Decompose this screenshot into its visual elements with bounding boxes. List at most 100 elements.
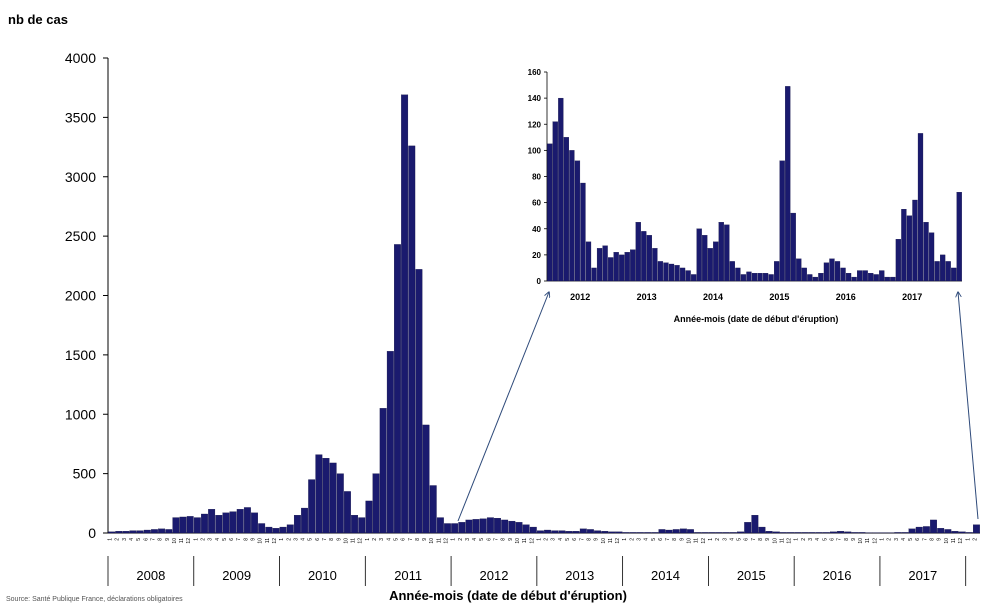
bar bbox=[408, 146, 415, 533]
month-tick-label: 4 bbox=[301, 538, 307, 541]
bar bbox=[151, 529, 158, 533]
month-tick-label: 12 bbox=[701, 538, 707, 544]
month-tick-label: 10 bbox=[772, 538, 778, 544]
month-tick-label: 5 bbox=[737, 538, 743, 541]
bar bbox=[630, 532, 637, 533]
connector-arrow-2011 bbox=[458, 292, 549, 521]
bar bbox=[859, 532, 866, 533]
bar bbox=[973, 525, 980, 533]
month-tick-label: 9 bbox=[251, 538, 257, 541]
bar bbox=[945, 529, 952, 533]
inset-bar bbox=[758, 273, 763, 281]
inset-bar bbox=[913, 200, 918, 281]
inset-bar bbox=[724, 225, 729, 281]
year-label: 2012 bbox=[480, 568, 509, 583]
month-tick-label: 8 bbox=[672, 538, 678, 541]
bar bbox=[144, 530, 151, 533]
bar bbox=[659, 529, 666, 533]
inset-bar bbox=[625, 252, 630, 281]
inset-bar bbox=[879, 271, 884, 281]
inset-bar bbox=[647, 235, 652, 281]
y-tick-label: 2500 bbox=[65, 228, 96, 244]
bar bbox=[201, 514, 208, 533]
bar bbox=[444, 524, 451, 534]
inset-y-tick-label: 100 bbox=[528, 146, 542, 155]
month-tick-label: 1 bbox=[451, 538, 457, 541]
month-tick-label: 7 bbox=[579, 538, 585, 541]
bar bbox=[301, 508, 308, 533]
month-tick-label: 1 bbox=[965, 538, 971, 541]
month-tick-label: 6 bbox=[143, 538, 149, 541]
inset-y-tick-label: 60 bbox=[532, 199, 541, 208]
month-tick-label: 2 bbox=[115, 538, 121, 541]
inset-y-tick-label: 0 bbox=[537, 277, 542, 286]
bar bbox=[952, 531, 959, 533]
month-tick-label: 3 bbox=[722, 538, 728, 541]
bar bbox=[823, 532, 830, 533]
bar bbox=[580, 529, 587, 533]
inset-bar bbox=[569, 150, 574, 281]
inset-bar bbox=[830, 259, 835, 281]
bar bbox=[358, 518, 365, 533]
inset-bar bbox=[824, 263, 829, 281]
bar bbox=[616, 532, 623, 533]
month-tick-label: 7 bbox=[665, 538, 671, 541]
inset-bar bbox=[846, 273, 851, 281]
inset-bar bbox=[901, 209, 906, 281]
month-tick-label: 12 bbox=[529, 538, 535, 544]
inset-bar bbox=[558, 98, 563, 281]
bar bbox=[373, 474, 380, 533]
bar bbox=[594, 531, 601, 533]
month-tick-label: 11 bbox=[522, 538, 528, 543]
bar bbox=[165, 529, 172, 533]
month-tick-label: 9 bbox=[336, 538, 342, 541]
bar bbox=[494, 518, 501, 533]
bar bbox=[787, 532, 794, 533]
bar bbox=[401, 95, 408, 533]
bar bbox=[809, 532, 816, 533]
month-tick-label: 8 bbox=[415, 538, 421, 541]
month-tick-label: 2 bbox=[629, 538, 635, 541]
bar bbox=[251, 513, 258, 533]
bar bbox=[816, 532, 823, 533]
bar bbox=[559, 531, 566, 533]
month-tick-label: 10 bbox=[515, 538, 521, 544]
source-footnote: Source: Santé Publique France, déclarati… bbox=[6, 596, 183, 603]
month-tick-label: 4 bbox=[729, 538, 735, 541]
bar bbox=[473, 519, 480, 533]
month-tick-label: 2 bbox=[715, 538, 721, 541]
year-label: 2017 bbox=[908, 568, 937, 583]
bar bbox=[208, 509, 215, 533]
bar bbox=[794, 532, 801, 533]
month-tick-label: 2 bbox=[200, 538, 206, 541]
bar bbox=[123, 531, 130, 533]
bar bbox=[830, 532, 837, 533]
month-tick-label: 12 bbox=[186, 538, 192, 544]
bar bbox=[416, 269, 423, 533]
month-tick-label: 10 bbox=[172, 538, 178, 544]
inset-bar bbox=[608, 257, 613, 281]
inset-bar bbox=[868, 273, 873, 281]
bar bbox=[115, 531, 122, 533]
inset-bar bbox=[614, 252, 619, 281]
bar bbox=[351, 515, 358, 533]
month-tick-label: 4 bbox=[901, 538, 907, 541]
month-tick-label: 12 bbox=[958, 538, 964, 544]
inset-bar bbox=[835, 261, 840, 281]
inset-y-tick-label: 80 bbox=[532, 173, 541, 182]
bar bbox=[387, 351, 394, 533]
bar bbox=[609, 532, 616, 533]
inset-bar bbox=[619, 255, 624, 281]
month-tick-label: 8 bbox=[758, 538, 764, 541]
inset-bar bbox=[664, 263, 669, 281]
bar bbox=[187, 516, 194, 533]
month-tick-label: 8 bbox=[329, 538, 335, 541]
inset-bar bbox=[813, 277, 818, 281]
month-tick-label: 10 bbox=[258, 538, 264, 544]
month-tick-label: 12 bbox=[358, 538, 364, 544]
y-tick-label: 2000 bbox=[65, 288, 96, 304]
y-tick-label: 3500 bbox=[65, 109, 96, 125]
bar bbox=[280, 527, 287, 533]
inset-year-label: 2015 bbox=[769, 292, 789, 302]
